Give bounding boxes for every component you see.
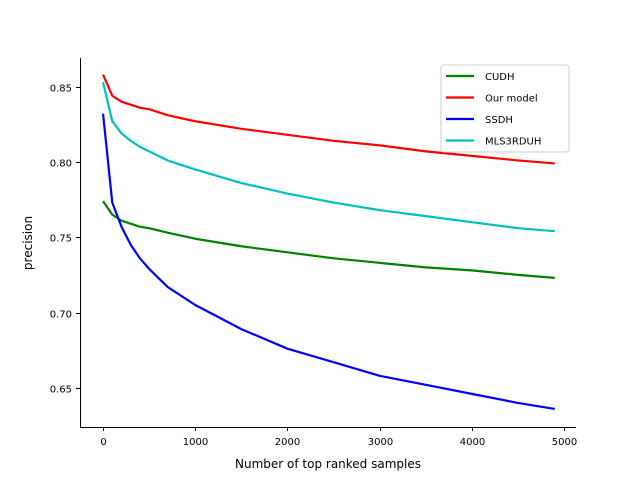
x-ticks: 0 1000 2000 3000 4000 5000	[100, 427, 577, 448]
series-line-1	[102, 200, 555, 279]
y-tick-label: 0.70	[50, 310, 72, 321]
series-line-2	[102, 74, 555, 165]
y-tick-label: 0.85	[50, 84, 72, 95]
x-tick-label: 3000	[368, 437, 393, 448]
series-layer	[101, 74, 555, 411]
legend-frame	[440, 64, 570, 153]
x-tick-label: 1000	[183, 437, 208, 448]
legend: CUDH Our model SSDH MLS3RDUH	[440, 64, 570, 153]
legend-items: CUDH Our model SSDH MLS3RDUH	[446, 72, 541, 148]
x-tick-label: 4000	[460, 437, 485, 448]
legend-label: CUDH	[485, 72, 515, 83]
x-tick-label: 5000	[552, 437, 577, 448]
axes-layer	[80, 58, 576, 428]
x-tick-label: 2000	[275, 437, 300, 448]
y-tick-label: 0.65	[50, 385, 72, 396]
x-tick-label: 0	[100, 437, 106, 448]
series-line-4	[101, 81, 555, 233]
y-axis-label: precision	[21, 216, 35, 270]
series-line-3	[101, 113, 555, 411]
legend-label: SSDH	[485, 115, 513, 126]
legend-label: Our model	[485, 94, 538, 105]
y-tick-label: 0.80	[50, 159, 72, 170]
y-ticks: 0.65 0.70 0.75 0.80 0.85	[50, 84, 80, 396]
y-tick-label: 0.75	[50, 234, 72, 245]
x-axis-label: Number of top ranked samples	[235, 457, 421, 471]
legend-label: MLS3RDUH	[485, 137, 541, 148]
